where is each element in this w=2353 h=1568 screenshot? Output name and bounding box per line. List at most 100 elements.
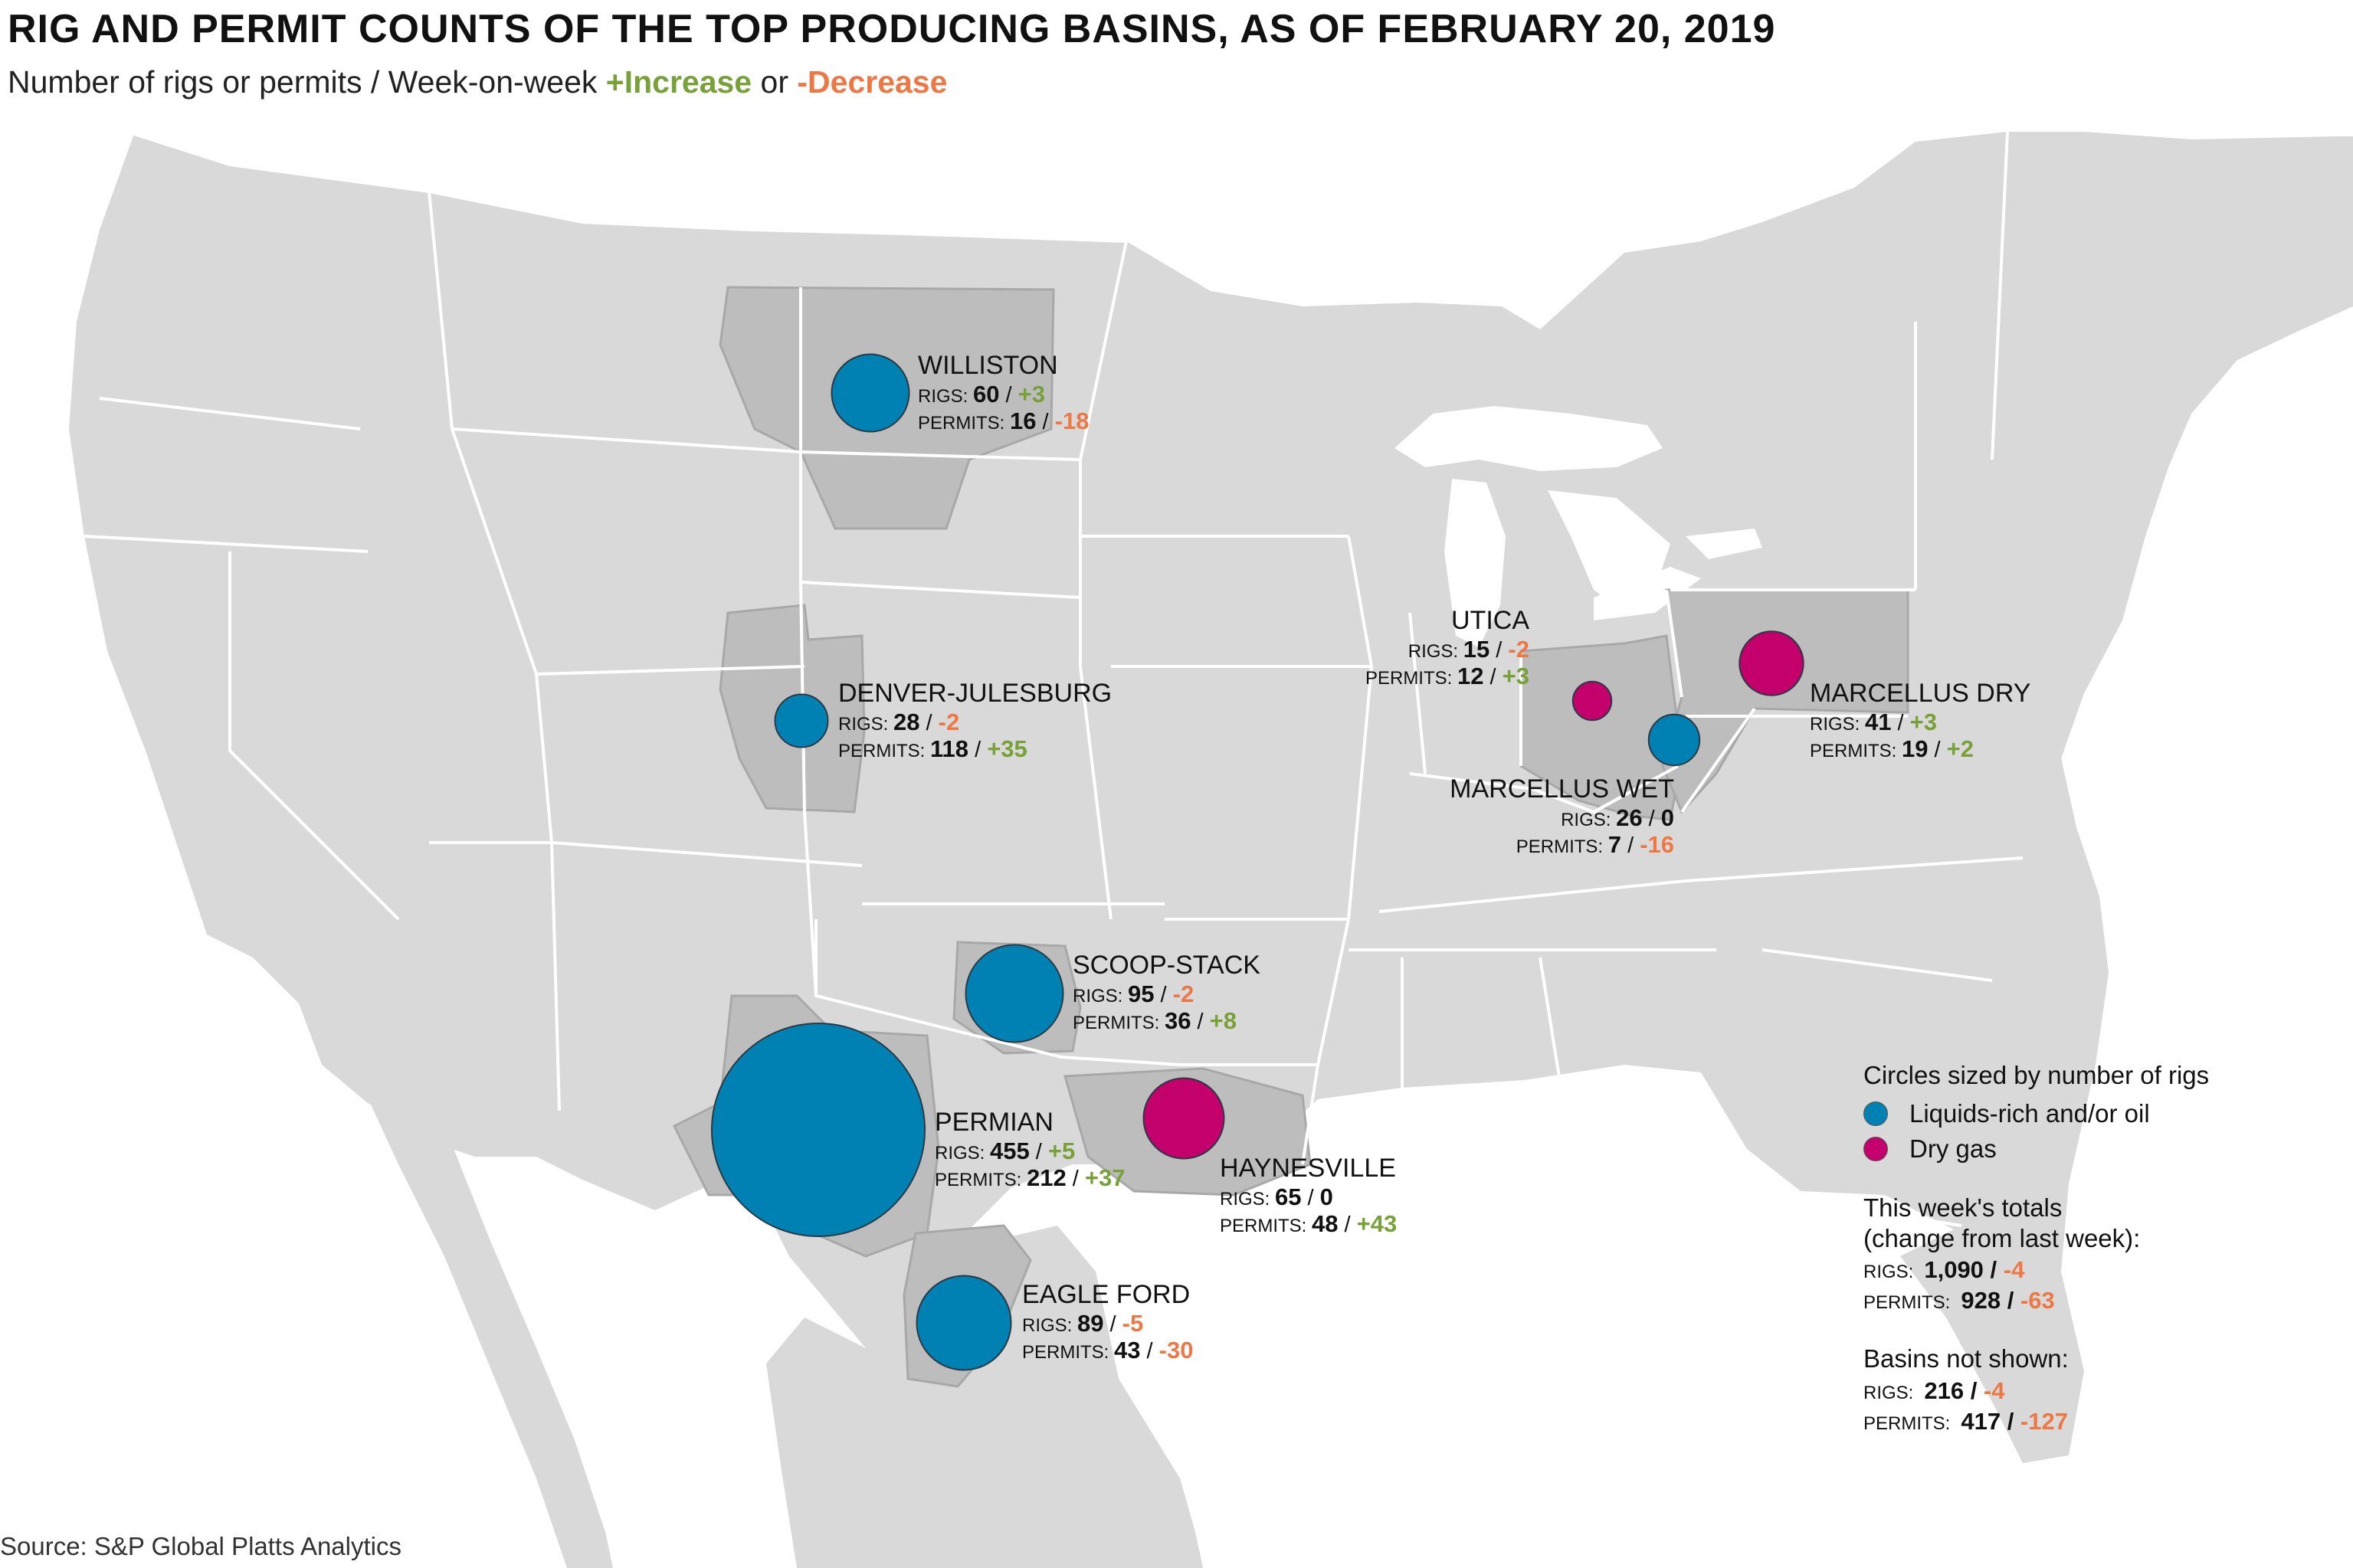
border-canada bbox=[133, 133, 1127, 243]
rigs-key: RIGS: bbox=[918, 386, 974, 408]
border-me-nh bbox=[1991, 131, 2009, 460]
rigs-sep: / bbox=[999, 383, 1018, 408]
permits-change: +35 bbox=[987, 735, 1027, 762]
bubble-eagle-ford bbox=[916, 1275, 1012, 1371]
totals-heading-2: (change from last week): bbox=[1863, 1223, 2141, 1252]
rigs-key: RIGS: bbox=[1220, 1189, 1276, 1210]
permits-key: PERMITS: bbox=[1810, 740, 1902, 761]
permits-change: +8 bbox=[1209, 1007, 1237, 1034]
rigs-change: +3 bbox=[1909, 709, 1938, 736]
legend-item-liquids: Liquids-rich and/or oil bbox=[1863, 1099, 2209, 1128]
border-mississippi bbox=[1301, 535, 1374, 1165]
bubble-haynesville bbox=[1142, 1077, 1225, 1160]
border-wy-co bbox=[536, 665, 805, 676]
permits-sep: / bbox=[1483, 664, 1503, 689]
label-haynesville: HAYNESVILLE RIGS: 65 / 0 PERMITS: 48 / +43 bbox=[1220, 1154, 1397, 1238]
permits-line: PERMITS: 7 / -16 bbox=[1450, 830, 1674, 859]
not-shown-permits-change: -127 bbox=[2020, 1407, 2068, 1435]
border-al-ga bbox=[1539, 957, 1572, 1150]
label-marcellus-wet: MARCELLUS WET RIGS: 26 / 0 PERMITS: 7 / -1… bbox=[1450, 774, 1674, 859]
not-shown-heading: Basins not shown: bbox=[1863, 1344, 2069, 1373]
permits-value: 36 bbox=[1165, 1007, 1191, 1034]
border-nv-ca bbox=[228, 552, 400, 921]
permits-change: +37 bbox=[1084, 1164, 1126, 1191]
rigs-change: 0 bbox=[1660, 804, 1674, 832]
bubble-marcellus-dry bbox=[1739, 630, 1804, 696]
rigs-line: RIGS: 65 / 0 bbox=[1220, 1183, 1397, 1211]
permits-value: 48 bbox=[1312, 1210, 1339, 1237]
rigs-key: RIGS: bbox=[935, 1143, 991, 1164]
border-oh-pa bbox=[1665, 589, 1683, 698]
border-sd-ne bbox=[800, 581, 1081, 599]
permits-key: PERMITS: bbox=[838, 740, 931, 761]
chart-title: RIG AND PERMIT COUNTS OF THE TOP PRODUCI… bbox=[8, 7, 1776, 51]
border-co-nm bbox=[551, 841, 863, 867]
permits-key: PERMITS: bbox=[1073, 1012, 1165, 1033]
rigs-key: RIGS: bbox=[1810, 714, 1866, 735]
rigs-sep: / bbox=[1891, 711, 1910, 736]
border-mt-wy bbox=[451, 427, 801, 453]
lake-michigan bbox=[1444, 479, 1506, 647]
permits-sep: / bbox=[1928, 737, 1947, 762]
rigs-value: 89 bbox=[1077, 1310, 1104, 1337]
legend-item-dry-gas: Dry gas bbox=[1863, 1134, 2209, 1164]
not-shown-rigs-value: 216 bbox=[1924, 1377, 1965, 1404]
rigs-value: 455 bbox=[990, 1138, 1030, 1165]
bubble-williston bbox=[831, 353, 910, 433]
rigs-line: RIGS: 455 / +5 bbox=[935, 1138, 1126, 1165]
subtitle-decrease: -Decrease bbox=[797, 64, 948, 100]
permits-value: 212 bbox=[1027, 1164, 1067, 1191]
border-nc-sc bbox=[1761, 948, 1993, 982]
not-shown-permits-sep: / bbox=[2001, 1407, 2020, 1435]
totals-heading-1: This week's totals bbox=[1863, 1193, 2063, 1222]
permits-line: PERMITS: 118 / +35 bbox=[838, 735, 1112, 763]
permits-key: PERMITS: bbox=[918, 412, 1011, 434]
baja-land bbox=[352, 988, 613, 1568]
border-ok-tx bbox=[814, 919, 1181, 1066]
lake-ontario bbox=[1686, 529, 1762, 559]
permits-value: 118 bbox=[930, 735, 969, 762]
bubble-marcellus-wet bbox=[1647, 713, 1701, 767]
permits-value: 19 bbox=[1902, 735, 1929, 762]
rigs-value: 15 bbox=[1463, 636, 1490, 663]
border-ga-fl bbox=[1761, 1193, 1962, 1227]
subtitle-text: Number of rigs or permits / Week-on-week bbox=[8, 64, 606, 100]
not-shown-rigs-key: RIGS: bbox=[1863, 1382, 1914, 1403]
label-permian: PERMIAN RIGS: 455 / +5 PERMITS: 212 / +37 bbox=[935, 1108, 1126, 1192]
not-shown-rigs-sep: / bbox=[1964, 1377, 1984, 1404]
totals-rigs-sep: / bbox=[1983, 1256, 2004, 1284]
permits-change: -16 bbox=[1640, 830, 1674, 858]
label-marcellus-dry: MARCELLUS DRY RIGS: 41 / +3 PERMITS: 19 / … bbox=[1810, 679, 2030, 763]
totals-rigs: RIGS: 1,090 / -4 bbox=[1863, 1256, 2209, 1284]
permits-value: 7 bbox=[1607, 830, 1622, 858]
rigs-line: RIGS: 41 / +3 bbox=[1810, 709, 2030, 736]
basin-name: HAYNESVILLE bbox=[1220, 1154, 1396, 1183]
rigs-sep: / bbox=[1029, 1140, 1048, 1165]
permits-key: PERMITS: bbox=[1220, 1215, 1313, 1236]
permits-change: +2 bbox=[1946, 735, 1974, 762]
rigs-value: 60 bbox=[973, 381, 1000, 408]
basin-name: MARCELLUS WET bbox=[1450, 774, 1674, 804]
border-nd-sd bbox=[800, 450, 1081, 461]
permits-sep: / bbox=[1191, 1009, 1210, 1034]
rigs-change: +5 bbox=[1047, 1138, 1076, 1165]
lake-erie bbox=[1594, 567, 1701, 620]
legend-label-liquids: Liquids-rich and/or oil bbox=[1909, 1099, 2150, 1128]
totals-permits-key: PERMITS: bbox=[1863, 1292, 1951, 1314]
totals-permits: PERMITS: 928 / -63 bbox=[1863, 1287, 2209, 1314]
bubble-denver-julesburg bbox=[774, 693, 829, 748]
label-eagle-ford: EAGLE FORD RIGS: 89 / -5 PERMITS: 43 / -30 bbox=[1022, 1280, 1193, 1364]
region-utica bbox=[1519, 634, 1683, 821]
permits-key: PERMITS: bbox=[1365, 667, 1457, 689]
label-scoop-stack: SCOOP-STACK RIGS: 95 / -2 PERMITS: 36 / +8 bbox=[1073, 951, 1260, 1035]
legend: Circles sized by number of rigs Liquids-… bbox=[1863, 1061, 2209, 1435]
rigs-change: -5 bbox=[1122, 1310, 1144, 1337]
permits-line: PERMITS: 48 / +43 bbox=[1220, 1210, 1397, 1238]
rigs-value: 26 bbox=[1616, 804, 1643, 832]
permits-value: 12 bbox=[1457, 662, 1484, 689]
rigs-key: RIGS: bbox=[1561, 810, 1617, 831]
border-mt-id bbox=[428, 191, 553, 843]
label-denver-julesburg: DENVER-JULESBURG RIGS: 28 / -2 PERMITS: 11… bbox=[838, 679, 1112, 763]
basin-name: SCOOP-STACK bbox=[1073, 951, 1260, 980]
